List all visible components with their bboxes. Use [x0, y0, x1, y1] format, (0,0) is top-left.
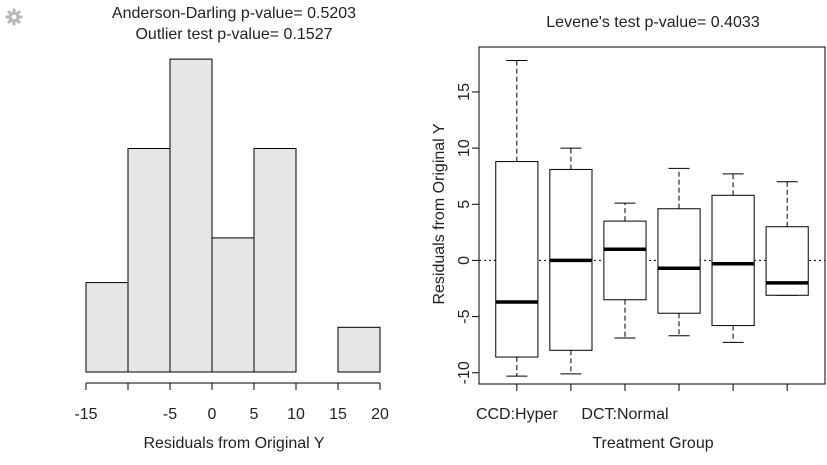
boxplot-y-tick-label: -10 — [456, 361, 473, 384]
boxplot-boxes — [495, 59, 809, 377]
boxplot-y-tick-label: 15 — [456, 83, 473, 101]
histogram-bar — [253, 148, 297, 373]
histogram-subtitle: Outlier test p-value= 0.1527 — [135, 26, 332, 43]
histogram-x-axis: -15 -5 0 5 10 15 20 — [74, 382, 389, 423]
boxplot-title: Levene's test p-value= 0.4033 — [546, 14, 760, 31]
histogram-x-tick-label: 10 — [287, 406, 305, 423]
boxplot-y-tick-label: 10 — [456, 139, 473, 157]
histogram-bar — [211, 237, 255, 373]
boxplot-y-tick-label: 5 — [456, 200, 473, 209]
box-body — [603, 220, 647, 301]
histogram-title: Anderson-Darling p-value= 0.5203 — [112, 5, 356, 22]
histogram-x-tick-label: -5 — [163, 406, 177, 423]
histogram-bar — [337, 326, 381, 373]
gear-icon[interactable] — [4, 7, 24, 27]
boxplot-x-tick-label: CCD:Hyper — [476, 406, 558, 423]
boxplot-y-tick-label: -5 — [456, 309, 473, 323]
boxplot-x-tick-label: DCT:Normal — [581, 406, 668, 423]
boxplot-x-label: Treatment Group — [592, 435, 713, 452]
histogram-x-tick-label: 15 — [329, 406, 347, 423]
histogram-bar — [169, 58, 213, 373]
boxplot-y-label: Residuals from Original Y — [431, 123, 448, 304]
boxplot-frame — [478, 46, 826, 385]
histogram-bar — [85, 282, 129, 373]
boxplot-y-axis: -10 -5 0 5 10 15 — [456, 83, 479, 384]
histogram-x-label: Residuals from Original Y — [143, 435, 324, 452]
histogram-bar — [127, 148, 171, 373]
boxplot-x-axis: CCD:Hyper DCT:Normal — [476, 384, 788, 423]
box-body — [495, 161, 539, 358]
box-body — [657, 208, 701, 314]
histogram-x-tick-label: 20 — [371, 406, 389, 423]
box-body — [711, 194, 755, 327]
box-body — [765, 226, 809, 296]
histogram-x-tick-label: 0 — [208, 406, 217, 423]
histogram-x-tick-label: -15 — [74, 406, 97, 423]
histogram-bars — [85, 58, 381, 373]
boxplot-y-tick-label: 0 — [456, 256, 473, 265]
histogram-x-tick-label: 5 — [250, 406, 259, 423]
